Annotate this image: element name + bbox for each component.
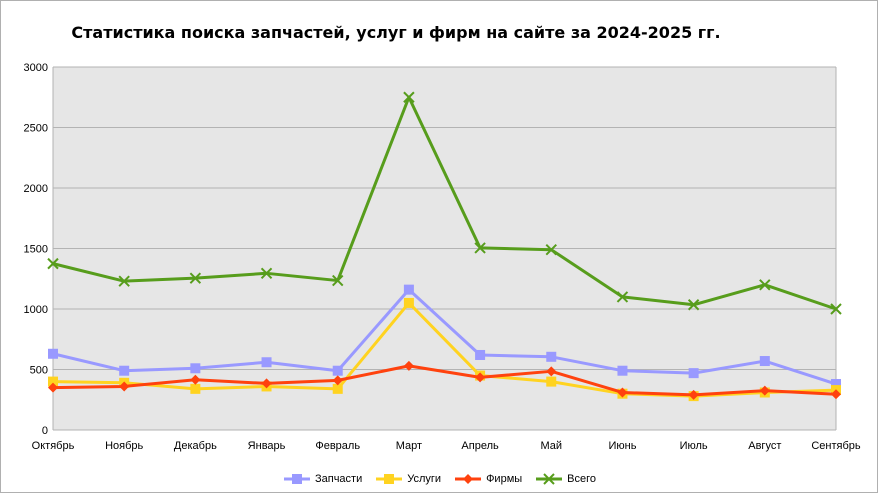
data-point (831, 379, 841, 390)
legend: Запчасти Услуги Фирмы Всего (1, 471, 878, 487)
series-Всего (47, 91, 842, 315)
data-point (617, 365, 628, 376)
legend-key (536, 473, 563, 485)
y-tick-label: 0 (42, 425, 48, 437)
data-point (119, 365, 130, 376)
x-tick-label: Октябрь (32, 440, 75, 452)
series-line (52, 364, 837, 397)
data-point (759, 279, 771, 291)
x-tick-label: Июль (680, 440, 708, 452)
data-point (831, 389, 841, 400)
data-point (48, 382, 58, 393)
data-point (291, 474, 302, 484)
series-line (52, 288, 837, 386)
data-point (190, 383, 201, 394)
data-point (546, 376, 557, 387)
data-point (475, 349, 486, 360)
data-point (545, 244, 557, 256)
y-tick-label: 1500 (24, 244, 48, 256)
data-point (830, 303, 842, 315)
x-tick-label: Ноябрь (105, 440, 143, 452)
x-tick-label: Март (396, 440, 422, 452)
data-point (119, 381, 130, 392)
y-axis: 0 500 1000 1500 2000 2500 3000 (24, 62, 48, 437)
x-axis: Октябрь Ноябрь Декабрь Январь Февраль Март Апр… (32, 440, 861, 452)
legend-item: Фирмы (455, 471, 522, 487)
series-line (52, 95, 837, 311)
legend-label: Услуги (407, 473, 442, 485)
x-tick-label: Сентябрь (811, 440, 861, 452)
y-tick-label: 500 (30, 365, 48, 377)
x-tick-label: Январь (248, 440, 286, 452)
x-tick-label: Июнь (608, 440, 636, 452)
y-tick-label: 2000 (24, 183, 48, 195)
x-tick-label: Май (540, 440, 562, 452)
y-tick-label: 2500 (24, 123, 48, 135)
series-Фирмы (48, 360, 841, 400)
data-point (190, 374, 201, 385)
legend-label: Фирмы (486, 473, 523, 485)
legend-item: Всего (536, 471, 596, 487)
data-point (474, 242, 486, 254)
legend-key (455, 474, 482, 484)
data-point (189, 272, 202, 284)
legend-key (283, 474, 310, 484)
x-tick-label: Август (748, 440, 781, 452)
data-point (475, 372, 486, 383)
data-point (332, 274, 344, 287)
data-point (546, 351, 557, 362)
data-point (688, 389, 699, 400)
series-group (47, 91, 842, 402)
legend-label: Всего (567, 473, 596, 485)
data-point (190, 363, 201, 374)
data-point (688, 368, 699, 379)
legend-item: Услуги (376, 471, 441, 487)
chart-title: Статистика поиска запчастей, услуг и фир… (71, 23, 721, 42)
data-point (403, 360, 414, 371)
data-point (260, 267, 273, 280)
y-tick-label: 3000 (24, 62, 48, 74)
data-point (403, 297, 414, 308)
legend-key (376, 474, 403, 484)
data-point (332, 375, 343, 386)
data-point (403, 284, 414, 295)
data-point (384, 474, 395, 484)
data-point (47, 257, 59, 270)
x-tick-label: Декабрь (174, 440, 217, 452)
data-point (759, 356, 770, 367)
gridlines (52, 66, 837, 431)
data-point (687, 299, 700, 311)
legend-label: Запчасти (314, 473, 363, 485)
data-point (48, 376, 58, 387)
data-point (261, 378, 272, 389)
data-point (759, 385, 770, 396)
x-tick-label: Февраль (315, 440, 360, 452)
data-point (543, 473, 555, 485)
x-tick-label: Апрель (461, 440, 499, 452)
data-point (403, 91, 415, 103)
data-point (48, 348, 58, 359)
data-point (332, 383, 343, 394)
data-point (463, 474, 474, 484)
data-point (118, 275, 130, 287)
data-point (617, 387, 628, 398)
legend-item: Запчасти (283, 471, 363, 487)
data-point (546, 366, 557, 377)
data-point (332, 365, 343, 376)
data-point (616, 291, 629, 303)
series-Запчасти (48, 284, 841, 390)
data-point (261, 357, 272, 368)
y-tick-label: 1000 (24, 304, 48, 316)
